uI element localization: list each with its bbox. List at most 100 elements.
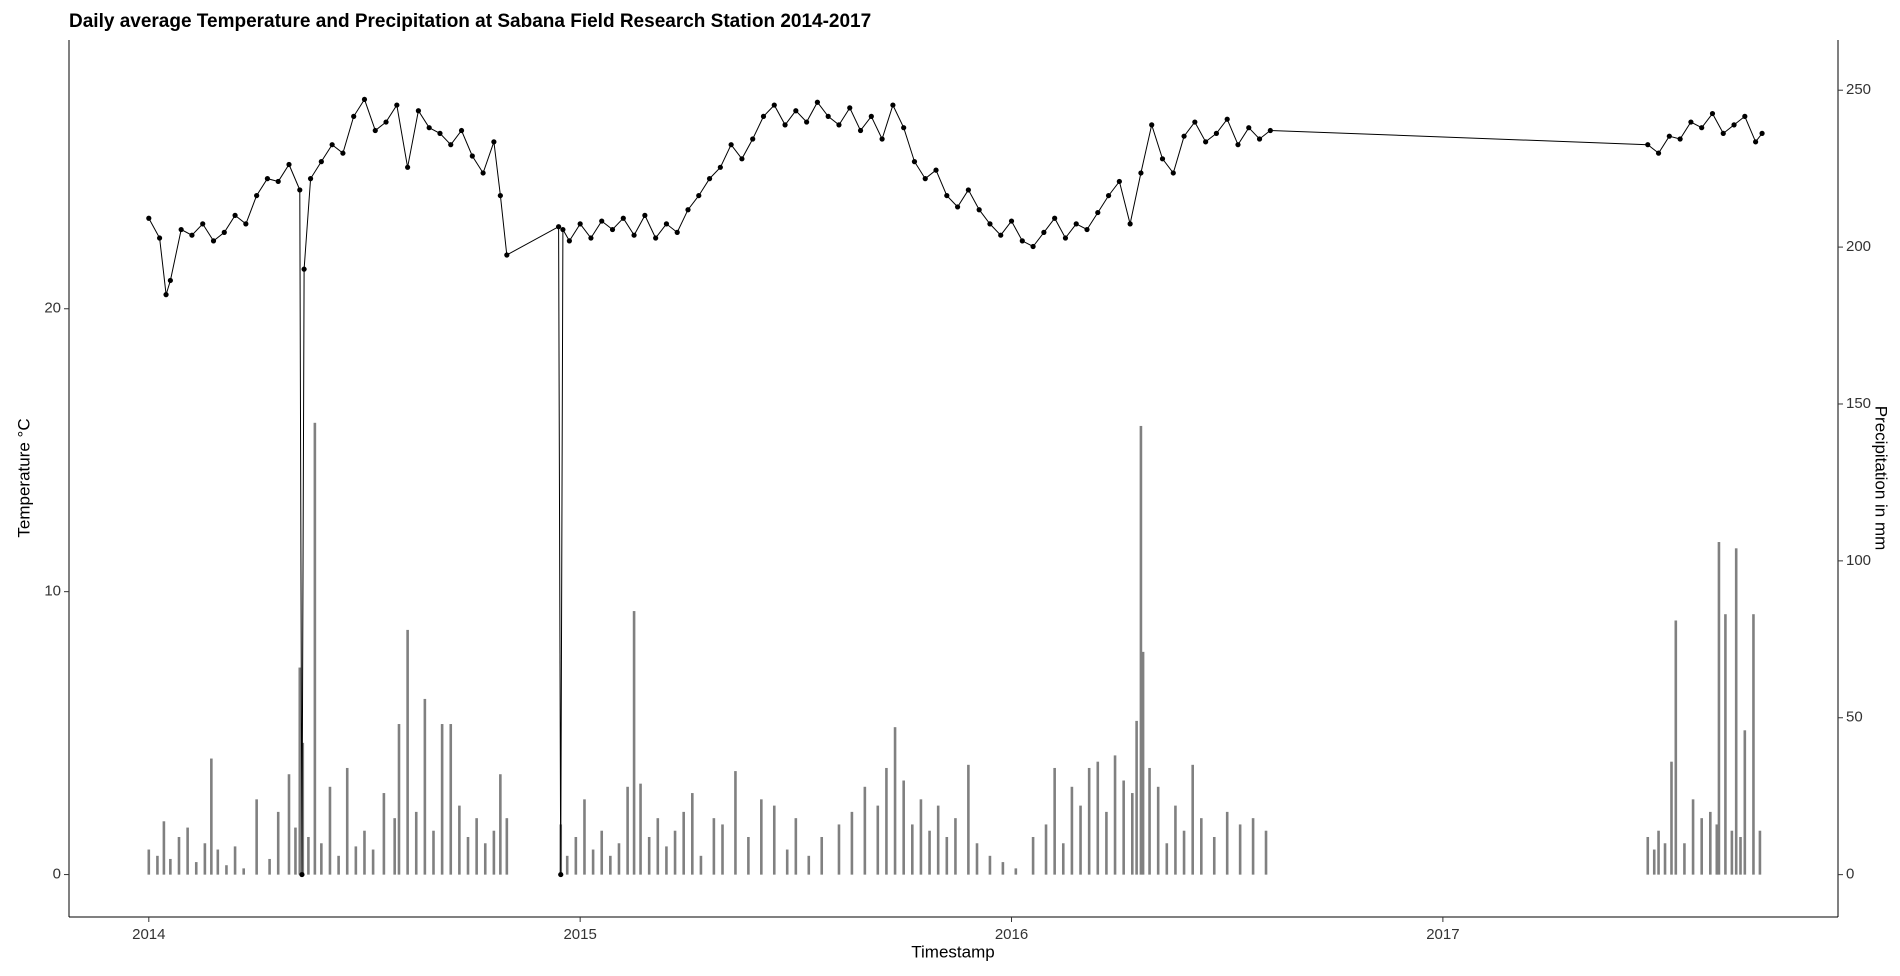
precipitation-bar [988, 855, 992, 875]
precipitation-bar [162, 821, 166, 875]
precipitation-bar [1663, 843, 1667, 875]
temperature-point [771, 102, 777, 108]
temperature-point [577, 221, 583, 227]
temperature-point [954, 204, 961, 210]
precipitation-bar [216, 849, 220, 875]
precipitation-bar [682, 811, 685, 875]
temperature-point [1008, 218, 1015, 224]
precipitation-bar [1053, 767, 1056, 875]
y-axis-title: Temperature °C [14, 418, 33, 537]
temperature-point [1224, 116, 1230, 122]
precipitation-bar [313, 422, 317, 875]
precipitation-bar [1734, 548, 1738, 875]
precipitation-bar [1130, 793, 1134, 875]
temperature-point [965, 187, 971, 193]
precipitation-bar [820, 836, 824, 875]
precipitation-bar [975, 843, 979, 875]
temperature-point [804, 119, 810, 125]
precipitation-bar [967, 764, 970, 875]
precipitation-bar [233, 846, 237, 875]
precipitation-bar [1225, 811, 1229, 875]
precipitation-bar [194, 862, 198, 875]
temperature-point [1677, 136, 1683, 142]
precipitation-bar [337, 855, 340, 875]
precipitation-bar [1743, 730, 1747, 875]
precipitation-bar [1238, 824, 1242, 875]
temperature-point [210, 238, 217, 244]
temperature-point [1019, 238, 1025, 244]
temperature-point [1655, 150, 1662, 156]
precipitation-bar [186, 827, 189, 875]
y2-tick-label: 250 [1846, 81, 1871, 98]
temperature-point [1105, 192, 1112, 199]
precipitation-bar [850, 811, 854, 875]
precipitation-bar [406, 629, 409, 875]
temperature-point [976, 207, 982, 213]
temperature-point [674, 229, 680, 235]
temperature-point [275, 178, 281, 185]
temperature-point [163, 292, 169, 298]
precipitation-bar [1070, 786, 1074, 875]
precipitation-bar [1212, 836, 1216, 875]
temperature-point [221, 229, 227, 235]
precipitation-bar [1715, 824, 1719, 875]
temperature-point [825, 113, 831, 119]
precipitation-bar [1135, 720, 1138, 875]
y2-tick-label: 100 [1846, 552, 1871, 569]
precipitation-bar [156, 855, 159, 875]
precipitation-bar [1670, 761, 1673, 875]
temperature-point [1256, 136, 1263, 142]
temperature-point [739, 156, 745, 162]
precipitation-bar [298, 667, 302, 875]
temperature-point [879, 136, 885, 142]
temperature-point [1138, 170, 1144, 176]
precipitation-bar [414, 811, 418, 875]
precipitation-bar [591, 849, 595, 875]
precipitation-bar [1200, 818, 1203, 875]
precipitation-bar [639, 783, 642, 875]
precipitation-bar [210, 758, 213, 875]
temperature-point [911, 159, 918, 165]
precipitation-bar [600, 830, 604, 875]
temperature-point [1246, 125, 1252, 131]
precipitation-bar [287, 774, 291, 875]
precipitation-bar [1730, 830, 1734, 875]
precipitation-bar [345, 767, 349, 875]
temperature-point [728, 142, 734, 148]
temperature-point [1159, 156, 1166, 162]
precipitation-bar [954, 818, 957, 875]
precipitation-bar [449, 724, 453, 875]
precipitation-bar [936, 805, 940, 875]
precipitation-bar [1758, 830, 1762, 875]
precipitation-bar [863, 786, 867, 875]
temperature-point [1742, 113, 1748, 119]
temperature-point [301, 266, 307, 272]
precipitation-bar [1141, 651, 1145, 875]
temperature-point [297, 187, 303, 193]
precipitation-bar [492, 830, 496, 875]
precipitation-bar [1657, 830, 1660, 875]
temperature-point [1062, 235, 1069, 241]
temperature-point [1041, 229, 1047, 235]
temperature-point [1052, 215, 1058, 221]
precipitation-bar [423, 698, 427, 875]
temperature-point [1666, 133, 1672, 139]
temperature-point [254, 192, 260, 199]
temperature-point [286, 161, 292, 168]
precipitation-bar [1122, 780, 1125, 875]
temperature-line [148, 98, 1763, 875]
precipitation-bar [483, 843, 487, 875]
temperature-point [264, 176, 271, 182]
temperature-point [922, 176, 928, 182]
precipitation-bar [1044, 824, 1048, 875]
precipitation-bar [1014, 868, 1018, 875]
precipitation-bar [320, 843, 323, 875]
precipitation-bar [574, 836, 578, 875]
temperature-point [1688, 119, 1694, 125]
temperature-point [836, 122, 842, 128]
precipitation-bar [565, 855, 569, 875]
temperature-point [189, 232, 195, 238]
temperature-point [933, 167, 939, 173]
precipitation-bar [837, 824, 841, 875]
temperature-point [1267, 127, 1273, 134]
